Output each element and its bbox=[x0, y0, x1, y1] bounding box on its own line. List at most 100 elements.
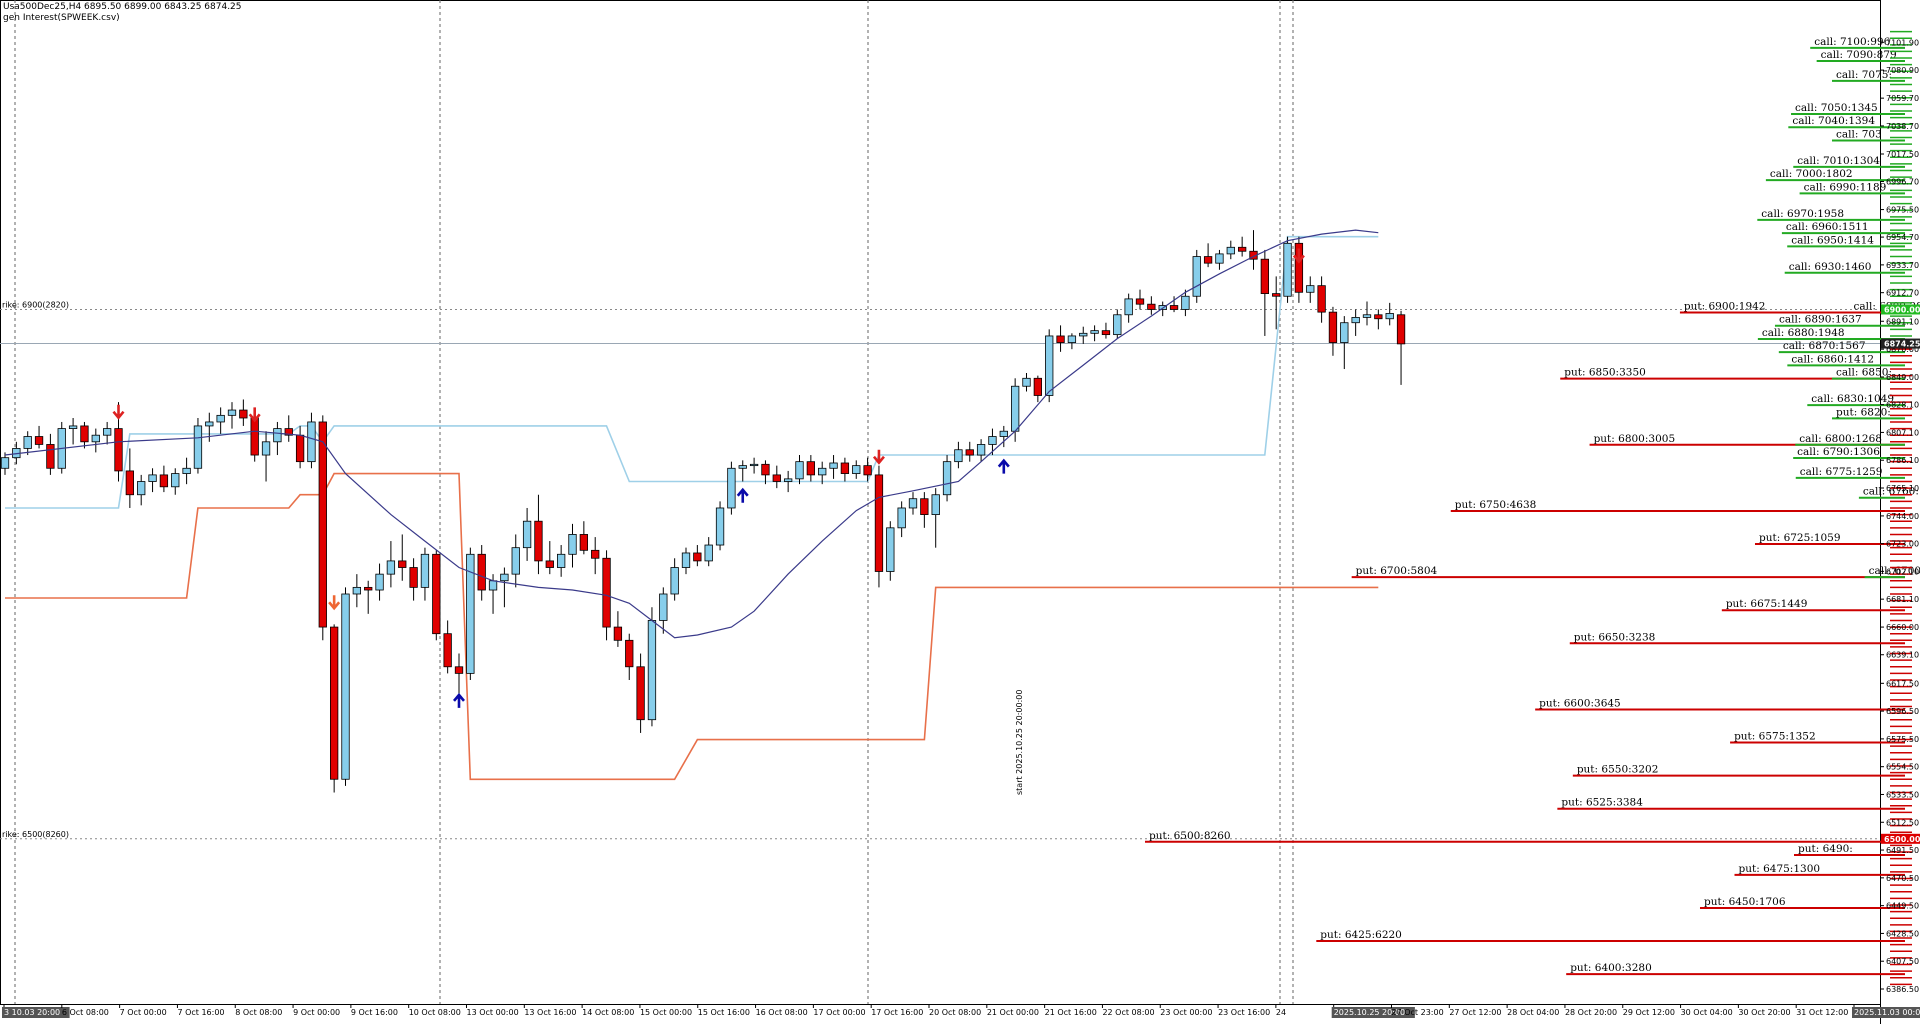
bull-candle bbox=[1226, 246, 1235, 255]
bear-candle bbox=[398, 560, 407, 568]
bear-candle bbox=[625, 639, 634, 668]
bull-candle bbox=[886, 527, 895, 572]
put-oi-label: put: 6600:3645 bbox=[1539, 697, 1621, 709]
price-tick-label: 6575.50 bbox=[1886, 735, 1919, 744]
bear-candle bbox=[250, 417, 259, 456]
time-tick-label: 13 Oct 00:00 bbox=[467, 1008, 519, 1017]
bull-candle bbox=[1385, 313, 1394, 320]
bear-candle bbox=[295, 434, 305, 463]
bull-candle bbox=[1067, 335, 1077, 343]
bear-candle bbox=[46, 444, 55, 469]
price-tick-label: 6849.00 bbox=[1886, 373, 1919, 382]
bear-candle bbox=[840, 462, 850, 474]
strike-label: rike: 6900(2820) bbox=[2, 300, 69, 309]
strike-tag bbox=[1881, 833, 1920, 844]
time-tick-label: 3 10.03 20:00 bbox=[4, 1008, 60, 1017]
bull-candle bbox=[91, 434, 100, 443]
bear-candle bbox=[159, 474, 169, 488]
bear-candle bbox=[432, 553, 441, 635]
price-tick-label: 7038.70 bbox=[1886, 122, 1919, 131]
bull-candle bbox=[829, 462, 838, 469]
bear-candle bbox=[1396, 314, 1406, 345]
put-oi-label: put: 6525:3384 bbox=[1561, 797, 1643, 809]
call-oi-label: call: 6800:1268 bbox=[1799, 433, 1882, 445]
bull-candle bbox=[954, 449, 963, 463]
call-oi-label: call: 6960:1511 bbox=[1786, 221, 1869, 233]
buy-arrow bbox=[997, 458, 1010, 474]
bull-candle bbox=[784, 478, 793, 482]
bull-candle bbox=[749, 463, 759, 467]
bear-candle bbox=[1056, 335, 1065, 343]
bull-candle bbox=[273, 428, 282, 443]
bear-candle bbox=[1374, 314, 1383, 320]
call-oi-label: call: 6950:1414 bbox=[1791, 234, 1874, 246]
bear-candle bbox=[1260, 258, 1269, 295]
bull-candle bbox=[1113, 314, 1122, 336]
time-tick-label: 27 Oct 12:00 bbox=[1449, 1008, 1501, 1017]
call-oi-label: call: 7050:1345 bbox=[1795, 102, 1878, 114]
call-oi-label: call: 6790:1306 bbox=[1797, 446, 1880, 458]
bull-candle bbox=[557, 553, 566, 568]
bull-candle bbox=[216, 414, 225, 423]
buy-arrow bbox=[453, 692, 465, 708]
put-oi-label: put: 6725:1059 bbox=[1759, 532, 1841, 544]
bear-candle bbox=[761, 463, 770, 476]
put-oi-label: put: 6550:3202 bbox=[1577, 764, 1659, 776]
time-tick-label: 2025.11.03 00:00 bbox=[1854, 1008, 1920, 1017]
price-tick-label: 6428.50 bbox=[1886, 929, 1919, 938]
price-tick-label: 6807.10 bbox=[1886, 428, 1919, 437]
buy-arrow bbox=[736, 487, 749, 503]
bear-candle bbox=[239, 409, 248, 419]
put-oi-label: put: 6850:3350 bbox=[1564, 367, 1646, 379]
bear-candle bbox=[34, 436, 44, 445]
price-tick-label: 6702.10 bbox=[1886, 567, 1919, 576]
bull-candle bbox=[897, 507, 906, 529]
time-tick-label: 27 Oct 23:00 bbox=[1392, 1008, 1444, 1017]
sell-arrow bbox=[248, 407, 261, 423]
strike-tag-text: 6500.00 bbox=[1884, 835, 1920, 844]
time-tick-label: 23 Oct 00:00 bbox=[1160, 1008, 1212, 1017]
time-tick-label: 30 Oct 04:00 bbox=[1681, 1008, 1733, 1017]
price-tick-label: 6744.00 bbox=[1886, 512, 1919, 521]
put-oi-label: put: 6650:3238 bbox=[1574, 631, 1656, 643]
bull-candle bbox=[1351, 317, 1360, 324]
bull-candle bbox=[261, 441, 271, 456]
put-oi-label: put: 6425:6220 bbox=[1320, 929, 1402, 941]
price-tick-label: 6912.70 bbox=[1886, 289, 1919, 298]
price-tick-label: 6533.50 bbox=[1886, 790, 1919, 799]
bull-candle bbox=[1045, 335, 1054, 396]
call-oi-label: call: 7000:1802 bbox=[1770, 168, 1853, 180]
bull-candle bbox=[341, 593, 350, 780]
bull-candle bbox=[852, 465, 861, 474]
bull-candle bbox=[23, 436, 32, 449]
time-tick-label: 13 Oct 16:00 bbox=[524, 1008, 576, 1017]
strike-tag-text: 6900.00 bbox=[1884, 305, 1920, 314]
time-tick-label: 2025.10.25 20:00 bbox=[1334, 1008, 1405, 1017]
plot-frame bbox=[0, 0, 1881, 1005]
upper-band-line bbox=[5, 235, 1379, 509]
bear-candle bbox=[1328, 311, 1338, 343]
bear-candle bbox=[636, 666, 645, 721]
time-tick-label: 21 Oct 00:00 bbox=[987, 1008, 1039, 1017]
call-oi-label: call: 6880:1948 bbox=[1762, 327, 1845, 339]
time-tick-label: 9 Oct 16:00 bbox=[351, 1008, 398, 1017]
time-tick-label: 23 Oct 16:00 bbox=[1218, 1008, 1270, 1017]
bull-candle bbox=[1192, 256, 1201, 297]
bull-candle bbox=[1362, 314, 1372, 318]
price-tick-label: 6870.00 bbox=[1886, 345, 1919, 354]
symbol-info: Usa500Dec25,H4 6895.50 6899.00 6843.25 6… bbox=[3, 2, 242, 12]
put-oi-label: put: 6490: bbox=[1798, 843, 1853, 855]
bear-candle bbox=[1135, 298, 1145, 305]
bull-candle bbox=[976, 444, 986, 456]
call-oi-label: call: 6890:1637 bbox=[1779, 314, 1862, 326]
bull-candle bbox=[103, 428, 112, 436]
bear-candle bbox=[534, 520, 543, 562]
bull-candle bbox=[715, 507, 725, 546]
bull-candle bbox=[522, 520, 532, 549]
time-tick-label: 17 Oct 16:00 bbox=[871, 1008, 923, 1017]
bear-candle bbox=[772, 474, 781, 482]
bear-candle bbox=[1169, 305, 1179, 310]
bull-candle bbox=[999, 430, 1008, 437]
price-tick-label: 6470.50 bbox=[1886, 874, 1919, 883]
